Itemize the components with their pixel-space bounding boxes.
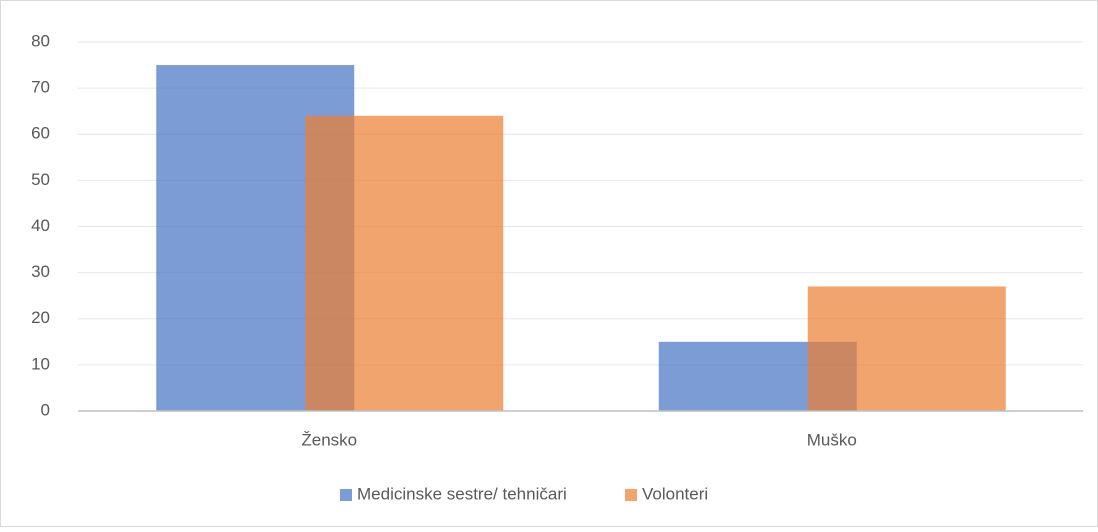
legend-swatch <box>625 489 637 501</box>
x-tick-label: Žensko <box>301 430 357 449</box>
y-tick-label: 30 <box>31 262 50 281</box>
y-tick-label: 70 <box>31 78 50 97</box>
legend-label: Volonteri <box>642 484 708 503</box>
legend-label: Medicinske sestre/ tehničari <box>357 484 567 503</box>
y-tick-label: 0 <box>41 400 50 419</box>
bar <box>305 115 504 412</box>
legend-swatch <box>340 489 352 501</box>
y-tick-label: 50 <box>31 170 50 189</box>
y-tick-label: 40 <box>31 216 50 235</box>
bar <box>807 286 1006 411</box>
y-tick-label: 80 <box>31 31 50 50</box>
y-tick-label: 20 <box>31 308 50 327</box>
y-tick-label: 10 <box>31 354 50 373</box>
x-tick-label: Muško <box>807 430 857 449</box>
y-tick-label: 60 <box>31 124 50 143</box>
